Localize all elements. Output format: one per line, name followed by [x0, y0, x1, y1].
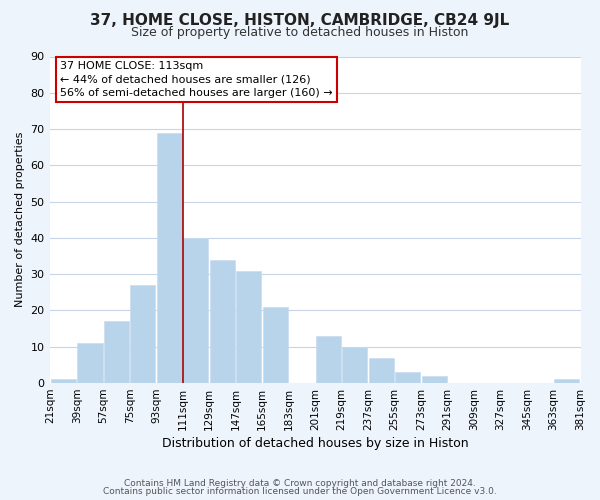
Bar — [316, 336, 341, 383]
Bar — [157, 132, 182, 383]
Text: 37, HOME CLOSE, HISTON, CAMBRIDGE, CB24 9JL: 37, HOME CLOSE, HISTON, CAMBRIDGE, CB24 … — [91, 12, 509, 28]
Bar — [184, 238, 208, 383]
Bar — [104, 322, 129, 383]
Bar — [343, 347, 367, 383]
Y-axis label: Number of detached properties: Number of detached properties — [15, 132, 25, 308]
Text: 37 HOME CLOSE: 113sqm
← 44% of detached houses are smaller (126)
56% of semi-det: 37 HOME CLOSE: 113sqm ← 44% of detached … — [60, 62, 333, 98]
Bar — [369, 358, 394, 383]
Text: Contains HM Land Registry data © Crown copyright and database right 2024.: Contains HM Land Registry data © Crown c… — [124, 478, 476, 488]
Bar — [130, 285, 155, 383]
Bar — [210, 260, 235, 383]
Text: Size of property relative to detached houses in Histon: Size of property relative to detached ho… — [131, 26, 469, 39]
Bar — [263, 307, 288, 383]
Bar — [77, 343, 103, 383]
Bar — [395, 372, 420, 383]
Bar — [554, 380, 579, 383]
Text: Contains public sector information licensed under the Open Government Licence v3: Contains public sector information licen… — [103, 487, 497, 496]
X-axis label: Distribution of detached houses by size in Histon: Distribution of detached houses by size … — [162, 437, 469, 450]
Bar — [51, 380, 76, 383]
Bar — [422, 376, 447, 383]
Bar — [236, 270, 262, 383]
